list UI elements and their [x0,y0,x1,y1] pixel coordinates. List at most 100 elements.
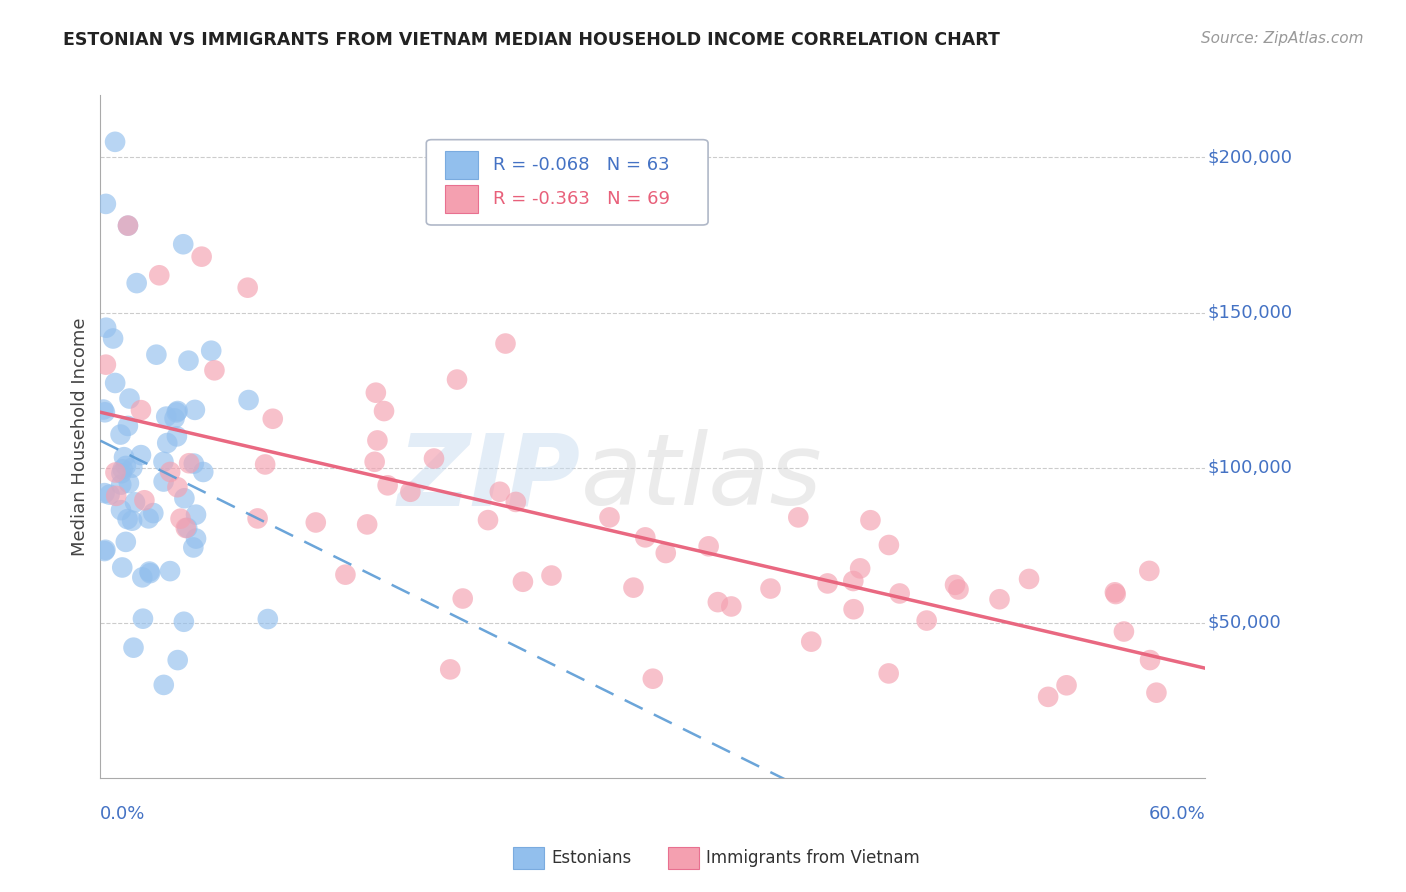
Point [356,517,378,532]
Point [117,512,139,526]
Point [94,405,117,419]
Point [129,403,152,417]
Point [889,586,911,600]
Point [800,634,823,648]
Point [121,460,143,475]
Point [94,197,117,211]
Point [124,495,146,509]
Point [988,592,1011,607]
FancyBboxPatch shape [426,140,709,225]
Point [110,467,132,481]
Point [842,574,865,588]
Point [246,511,269,525]
Point [174,521,197,535]
Point [948,582,970,597]
Point [142,506,165,520]
Point [1018,572,1040,586]
Point [655,546,678,560]
Point [943,578,966,592]
Point [138,511,160,525]
Point [139,566,162,581]
Point [540,568,562,582]
Point [94,542,117,557]
Point [105,489,128,503]
Point [634,530,657,544]
Point [254,458,277,472]
Point [166,405,188,419]
Point [166,653,188,667]
Text: Source: ZipAtlas.com: Source: ZipAtlas.com [1201,31,1364,46]
Point [399,484,422,499]
Point [446,373,468,387]
Point [335,567,357,582]
Text: R = -0.363   N = 69: R = -0.363 N = 69 [492,190,669,208]
Point [477,513,499,527]
Point [1104,585,1126,599]
Point [236,281,259,295]
Text: Immigrants from Vietnam: Immigrants from Vietnam [706,849,920,867]
Point [122,640,145,655]
Y-axis label: Median Household Income: Median Household Income [72,318,89,556]
Point [256,612,278,626]
Point [377,478,399,492]
Point [156,436,179,450]
Point [117,219,139,233]
Point [877,538,900,552]
Point [152,678,174,692]
Point [166,429,188,443]
Point [439,662,461,676]
Point [104,376,127,390]
Point [114,534,136,549]
Point [166,404,188,418]
Point [184,403,207,417]
FancyBboxPatch shape [446,152,478,178]
Text: $200,000: $200,000 [1208,148,1292,166]
Point [707,595,730,609]
Point [184,532,207,546]
Point [125,276,148,290]
Point [117,418,139,433]
Point [155,409,177,424]
Point [451,591,474,606]
Point [94,358,117,372]
Point [1112,624,1135,639]
Point [512,574,534,589]
Point [112,450,135,465]
Point [152,475,174,489]
Point [98,488,121,502]
Point [859,513,882,527]
Point [118,476,141,491]
Text: Estonians: Estonians [551,849,631,867]
Text: 60.0%: 60.0% [1149,805,1205,823]
Point [842,602,865,616]
Point [111,462,134,476]
Point [1036,690,1059,704]
Point [363,455,385,469]
Point [101,331,124,345]
Point [190,250,212,264]
Point [488,484,510,499]
Text: $100,000: $100,000 [1208,458,1292,476]
Point [366,434,388,448]
Point [117,219,139,233]
Point [262,411,284,425]
Point [817,576,839,591]
Point [238,392,260,407]
Point [641,672,664,686]
Point [787,510,810,524]
Point [623,581,645,595]
Point [138,565,160,579]
Point [93,544,115,558]
Point [204,363,226,377]
Point [849,561,872,575]
Text: $150,000: $150,000 [1208,303,1292,321]
FancyBboxPatch shape [446,186,478,212]
Point [176,521,198,535]
Point [159,564,181,578]
Point [163,411,186,425]
Point [115,458,138,473]
Point [93,402,115,417]
Point [148,268,170,283]
Point [166,480,188,494]
Point [759,582,782,596]
